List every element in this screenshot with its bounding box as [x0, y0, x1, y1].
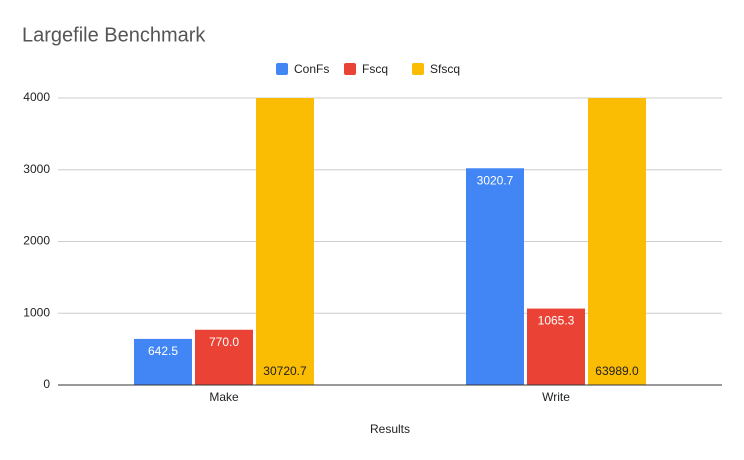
value-label: 63989.0: [595, 364, 639, 378]
value-label: 30720.7: [263, 364, 307, 378]
legend-label: Sfscq: [430, 62, 460, 76]
legend-swatch: [412, 63, 424, 75]
labels: 0 1000 2000 3000 4000 ConFs Fscq Sfscq Make 642.5…: [23, 62, 722, 404]
x-axis-title: Results: [370, 422, 410, 436]
y-tick-label: 0: [43, 377, 50, 391]
y-tick-label: 1000: [23, 305, 50, 319]
y-tick-label: 3000: [23, 162, 50, 176]
x-tick-label: Write: [542, 390, 570, 404]
x-tick-label: Make: [209, 390, 239, 404]
bars: [134, 98, 646, 385]
bar: [134, 338, 192, 385]
legend-swatch: [276, 63, 288, 75]
value-label: 1065.3: [538, 314, 575, 328]
bar: [527, 308, 585, 385]
chart-title: Largefile Benchmark: [22, 24, 206, 46]
y-tick-label: 2000: [23, 234, 50, 248]
bar: [588, 98, 646, 385]
y-tick-label: 4000: [23, 90, 50, 104]
bar: [466, 168, 524, 385]
legend-label: Fscq: [362, 62, 388, 76]
value-label: 642.5: [148, 344, 178, 358]
value-label: 3020.7: [477, 173, 514, 187]
legend-label: ConFs: [294, 62, 329, 76]
value-label: 770.0: [209, 335, 239, 349]
bar: [256, 98, 314, 385]
legend-swatch: [344, 63, 356, 75]
bar: [195, 329, 253, 385]
